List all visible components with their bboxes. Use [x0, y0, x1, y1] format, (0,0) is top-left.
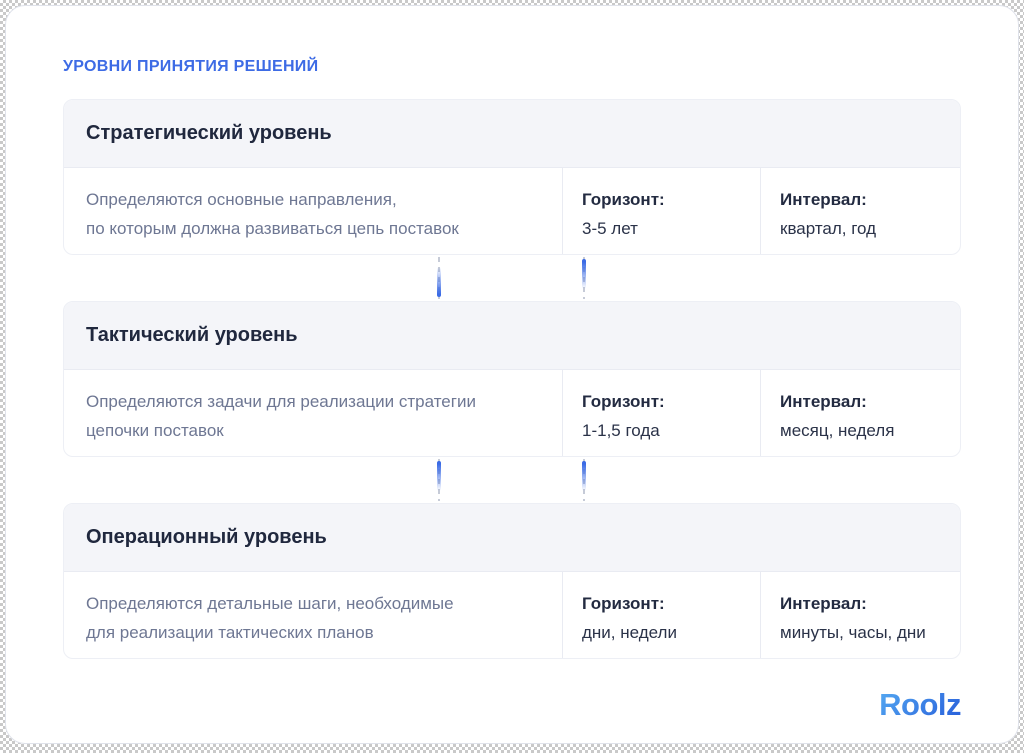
horizon-label: Горизонт: [582, 594, 665, 613]
level-description: Определяются основные направления, по ко… [86, 190, 459, 238]
horizon-label: Горизонт: [582, 392, 665, 411]
interval-value: месяц, неделя [780, 421, 895, 440]
level-card-header: Тактический уровень [64, 302, 960, 370]
interval-label: Интервал: [780, 190, 867, 209]
page-title: УРОВНИ ПРИНЯТИЯ РЕШЕНИЙ [63, 58, 319, 75]
horizon-value: 1-1,5 года [582, 421, 660, 440]
flow-connectors [63, 457, 961, 503]
interval-cell: Интервал: минуты, часы, дни [760, 572, 960, 658]
flow-pulse [582, 461, 586, 491]
level-title: Стратегический уровень [86, 122, 332, 144]
flow-pulse [582, 259, 586, 289]
level-title: Операционный уровень [86, 526, 327, 548]
horizon-value: дни, недели [582, 623, 677, 642]
interval-label: Интервал: [780, 594, 867, 613]
flow-connector-dashed-line [437, 459, 441, 501]
interval-cell: Интервал: месяц, неделя [760, 370, 960, 456]
level-card-operational: Операционный уровень Определяются деталь… [63, 503, 961, 659]
level-card-header: Стратегический уровень [64, 100, 960, 168]
interval-value: минуты, часы, дни [780, 623, 926, 642]
flow-pulse [437, 267, 441, 297]
horizon-value: 3-5 лет [582, 219, 638, 238]
footer: Roolz [63, 687, 961, 723]
flow-connector-dashed-line [582, 459, 586, 501]
content-area: УРОВНИ ПРИНЯТИЯ РЕШЕНИЙ Стратегический у… [6, 56, 1018, 723]
level-description: Определяются задачи для реализации страт… [86, 392, 476, 440]
horizon-cell: Горизонт: 1-1,5 года [562, 370, 760, 456]
level-card-body: Определяются основные направления, по ко… [64, 168, 960, 254]
level-card-header: Операционный уровень [64, 504, 960, 572]
level-description: Определяются детальные шаги, необходимые… [86, 594, 454, 642]
level-card-strategic: Стратегический уровень Определяются осно… [63, 99, 961, 255]
horizon-label: Горизонт: [582, 190, 665, 209]
roolz-logo: Roolz [879, 687, 961, 722]
infographic-canvas: УРОВНИ ПРИНЯТИЯ РЕШЕНИЙ Стратегический у… [5, 5, 1019, 744]
flow-pulse [437, 461, 441, 491]
flow-connector-dashed-line [582, 257, 586, 299]
horizon-cell: Горизонт: 3-5 лет [562, 168, 760, 254]
interval-cell: Интервал: квартал, год [760, 168, 960, 254]
level-title: Тактический уровень [86, 324, 298, 346]
interval-label: Интервал: [780, 392, 867, 411]
level-card-tactical: Тактический уровень Определяются задачи … [63, 301, 961, 457]
flow-connectors [63, 255, 961, 301]
level-card-body: Определяются задачи для реализации страт… [64, 370, 960, 456]
interval-value: квартал, год [780, 219, 877, 238]
horizon-cell: Горизонт: дни, недели [562, 572, 760, 658]
flow-connector-dashed-line [437, 257, 441, 299]
level-card-body: Определяются детальные шаги, необходимые… [64, 572, 960, 658]
